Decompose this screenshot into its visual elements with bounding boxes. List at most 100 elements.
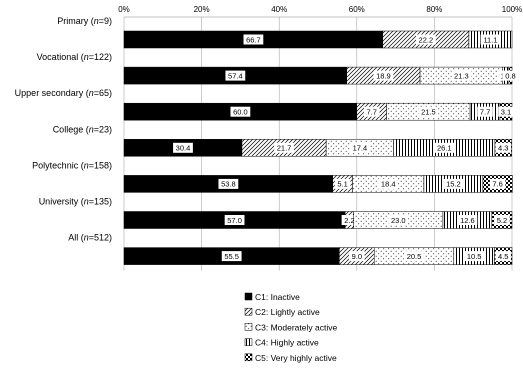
x-tick-label: 80% [426, 5, 442, 14]
data-label-box [489, 178, 506, 189]
category-name: University ( [39, 197, 84, 207]
category-labels: Primary (n=9)Vocational (n=122)Upper sec… [15, 16, 112, 243]
data-label: 23.0 [391, 216, 406, 225]
category-name: College ( [53, 124, 89, 134]
legend-swatch [244, 307, 253, 316]
n-value: =65) [94, 88, 112, 98]
category-label: All (n=512) [68, 233, 112, 243]
n-value: =9) [99, 16, 112, 26]
data-label-box [495, 251, 512, 262]
data-label: 10.5 [467, 252, 482, 261]
data-label-box [388, 215, 409, 225]
data-label-box [341, 215, 358, 225]
n-value: =158) [89, 160, 112, 170]
data-label: 7.7 [480, 108, 490, 117]
data-label: 55.5 [224, 252, 239, 261]
data-label-box [230, 106, 251, 117]
category-label: Primary (n=9) [57, 16, 112, 26]
data-label-box [502, 70, 519, 81]
legend-label: C1: Inactive [255, 292, 300, 302]
data-label-box [334, 178, 351, 189]
legend-label: C3: Moderately active [255, 322, 337, 332]
n-value: =23) [94, 124, 112, 134]
x-tick-label: 100% [502, 5, 522, 14]
data-label: 4.3 [498, 144, 508, 153]
data-label-box [373, 70, 394, 81]
n-symbol: n [89, 124, 94, 134]
data-label-box [415, 34, 436, 45]
data-label: 12.6 [460, 216, 475, 225]
data-label-box [451, 70, 472, 81]
category-label: Polytechnic (n=158) [32, 160, 112, 170]
legend-swatch [244, 323, 253, 331]
n-symbol: n [84, 160, 89, 170]
x-tick-label: 0% [118, 5, 130, 14]
data-label-box [225, 70, 246, 81]
data-label: 7.7 [367, 108, 377, 117]
category-label: Upper secondary (n=65) [15, 88, 112, 98]
data-label: 21.3 [454, 71, 469, 80]
category-name: All ( [68, 233, 84, 243]
data-label-box [218, 178, 239, 189]
data-label-box [274, 142, 294, 153]
data-label-box [477, 106, 493, 117]
data-label: 0.8 [505, 71, 515, 80]
data-label-box [494, 215, 510, 225]
data-label: 4.5 [498, 252, 508, 261]
data-label-box [243, 34, 264, 45]
data-label: 20.5 [407, 252, 422, 261]
data-label-box [418, 106, 439, 117]
data-label: 5.2 [497, 216, 507, 225]
x-tick-label: 40% [271, 5, 287, 14]
data-label-box [464, 251, 485, 262]
data-label: 3.1 [501, 108, 511, 117]
data-label: 22.2 [419, 35, 434, 44]
n-value: =135) [89, 197, 112, 207]
data-label: 21.5 [421, 108, 436, 117]
data-label-box [480, 34, 501, 45]
n-symbol: n [84, 52, 89, 62]
x-tick-label: 60% [349, 5, 365, 14]
data-label: 17.4 [353, 144, 368, 153]
data-label-box [363, 106, 380, 117]
category-label: Vocational (n=122) [37, 52, 112, 62]
x-axis-ticks: 0% 20% 40% 60% 80% 100% [118, 5, 522, 14]
data-label-box [404, 251, 424, 262]
data-label-box [349, 251, 365, 262]
data-label-box [378, 178, 399, 189]
legend-label: C4: Highly active [255, 338, 319, 348]
data-label-box [495, 142, 512, 153]
category-name: Polytechnic ( [32, 160, 84, 170]
n-symbol: n [84, 233, 89, 243]
data-label: 26.1 [437, 144, 452, 153]
data-label: 2.2 [344, 216, 354, 225]
legend-label: C5: Very highly active [255, 353, 337, 363]
legend: C1: Inactive C2: Lightly active C3: Modera… [244, 292, 337, 363]
data-label-box [224, 215, 245, 225]
legend-label: C2: Lightly active [255, 307, 320, 317]
data-label-box [221, 251, 242, 262]
data-label-box [173, 142, 193, 153]
data-label-box [434, 142, 455, 153]
x-tick-label: 20% [194, 5, 210, 14]
data-label: 57.0 [227, 216, 242, 225]
bars: 66.722.211.157.418.921.31.60.860.07.721.… [123, 30, 519, 265]
data-label: 11.1 [483, 35, 497, 44]
data-label: 30.4 [176, 144, 191, 153]
data-label: 57.4 [228, 71, 243, 80]
data-label-box [350, 142, 370, 153]
category-label: University (n=135) [39, 197, 112, 207]
data-label: 60.0 [233, 108, 248, 117]
data-label: 53.8 [221, 180, 236, 189]
data-label: 18.9 [376, 71, 391, 80]
legend-swatch [244, 353, 253, 362]
legend-swatch [244, 292, 253, 301]
data-label: 5.1 [337, 180, 347, 189]
n-value: =122) [89, 52, 112, 62]
data-label-box [498, 106, 514, 117]
data-label: 15.2 [446, 180, 461, 189]
category-name: Primary ( [57, 16, 94, 26]
category-label: College (n=23) [53, 124, 112, 134]
category-name: Upper secondary ( [15, 88, 89, 98]
